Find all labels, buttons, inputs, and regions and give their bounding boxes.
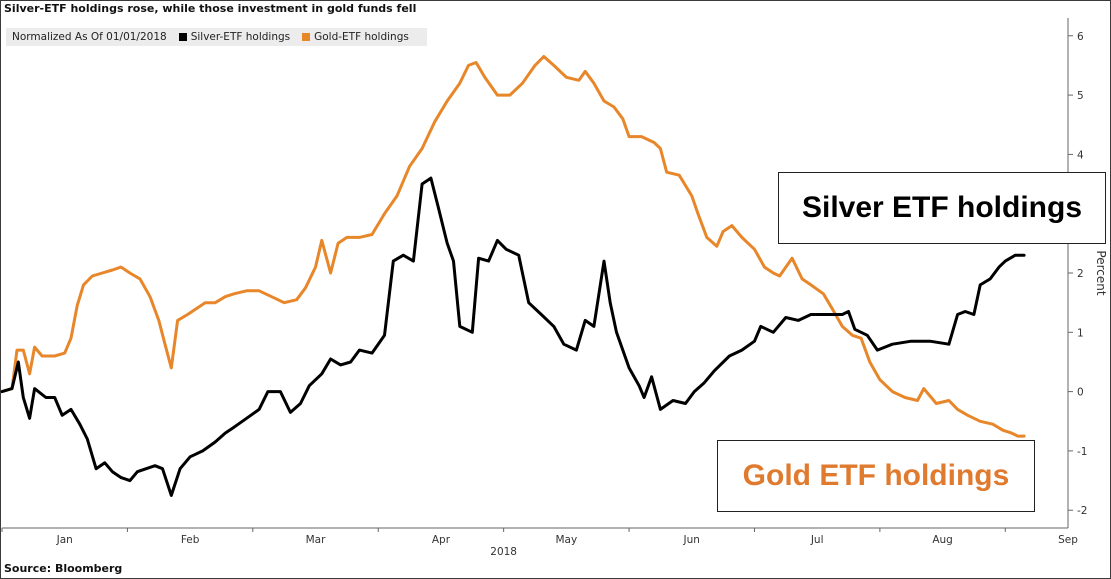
chart-legend: Normalized As Of 01/01/2018 Silver-ETF h… (6, 28, 427, 46)
x-tick-label: Apr (432, 534, 451, 546)
y-tick-label: 2 (1077, 268, 1084, 280)
legend-swatch-silver (178, 33, 187, 41)
y-tick-label: -1 (1077, 446, 1087, 458)
legend-item-gold: Gold-ETF holdings (302, 31, 409, 43)
legend-normalized-note: Normalized As Of 01/01/2018 (12, 31, 167, 43)
y-tick-label: 4 (1077, 149, 1084, 161)
silver-annotation-text: Silver ETF holdings (801, 191, 1083, 224)
source-note: Source: Bloomberg (4, 562, 123, 575)
x-tick-label: Sep (1058, 534, 1078, 546)
x-tick-label: Jul (810, 534, 824, 546)
silver-annotation-box: Silver ETF holdings (778, 172, 1106, 244)
x-tick-label: May (555, 534, 577, 546)
y-tick-label: -2 (1077, 505, 1087, 517)
x-axis-label: 2018 (490, 546, 517, 558)
y-tick-label: 5 (1077, 90, 1084, 102)
legend-normalized-label: Normalized As Of 01/01/2018 (12, 31, 167, 43)
y-tick-label: 0 (1077, 387, 1084, 399)
gold-etf-line (0, 55, 1026, 438)
legend-label-gold: Gold-ETF holdings (314, 31, 409, 43)
x-tick-label: Aug (932, 534, 953, 546)
y-axis-label: Percent (1094, 250, 1108, 295)
x-tick-label: Feb (181, 534, 200, 546)
x-tick-label: Mar (306, 534, 326, 546)
legend-item-silver: Silver-ETF holdings (178, 31, 291, 43)
gold-annotation-text: Gold ETF holdings (742, 459, 1010, 492)
chart-title: Silver-ETF holdings rose, while those in… (4, 2, 417, 15)
y-tick-label: 1 (1077, 327, 1084, 339)
y-tick-label: 6 (1077, 31, 1084, 43)
legend-label-silver: Silver-ETF holdings (190, 31, 291, 43)
x-tick-label: Jun (683, 534, 700, 546)
gold-annotation-box: Gold ETF holdings (717, 440, 1035, 512)
legend-swatch-gold (302, 33, 311, 41)
silver-etf-line (0, 176, 1026, 497)
x-tick-label: Jan (56, 534, 73, 546)
